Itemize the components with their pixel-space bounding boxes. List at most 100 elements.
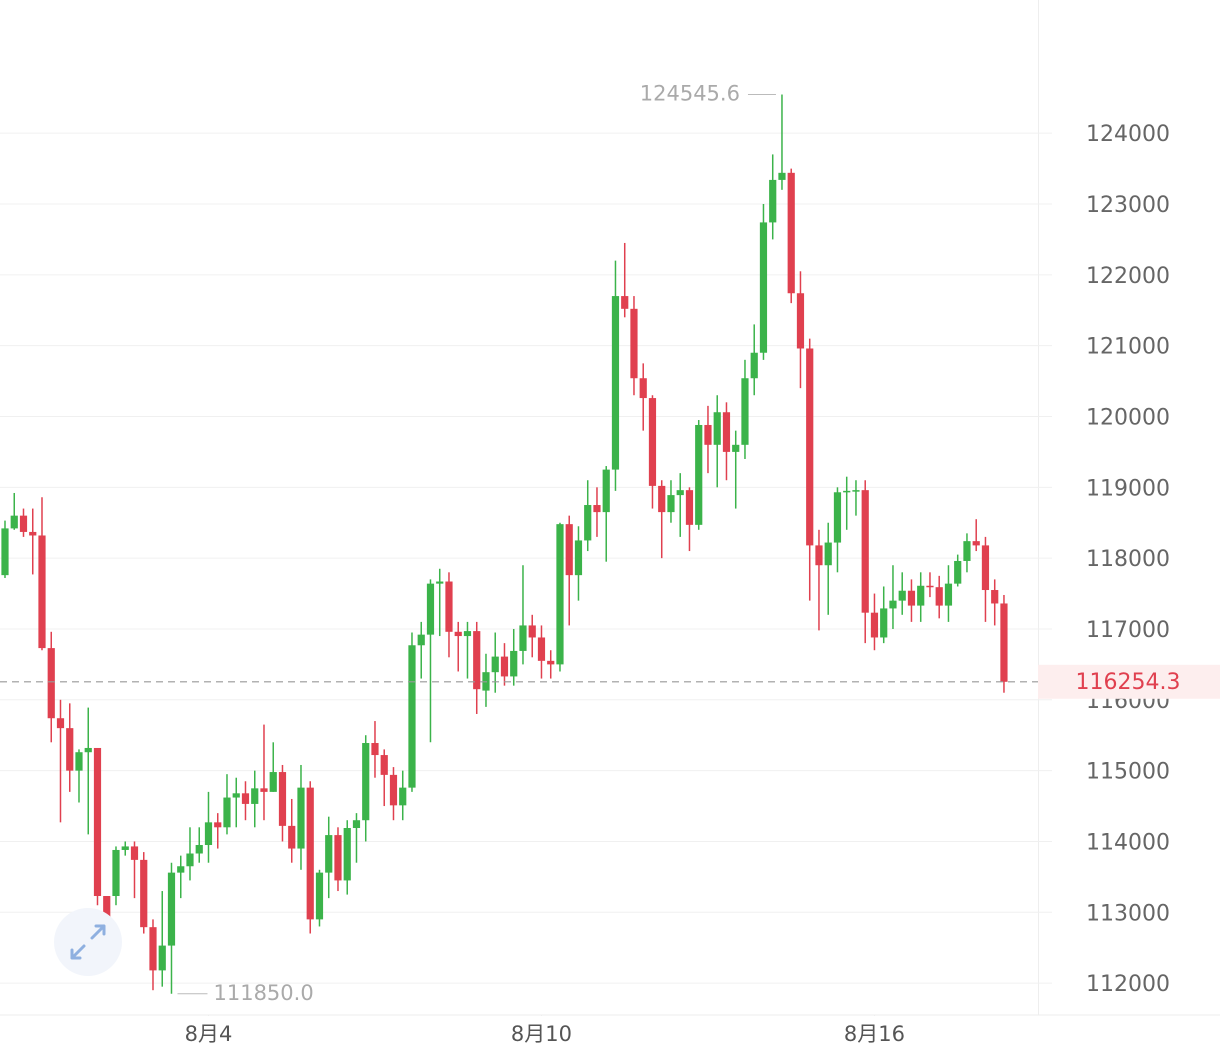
candle-body (824, 542, 832, 566)
candle-body (602, 469, 610, 513)
last-price-box (1038, 664, 1220, 699)
candle-body (408, 645, 416, 788)
candle-body (722, 412, 731, 452)
y-tick-label: 122000 (1086, 264, 1170, 289)
y-tick-label: 120000 (1086, 405, 1170, 430)
candle-body (833, 492, 842, 543)
candle-body (371, 743, 379, 756)
grid: 1120001130001140001150001160001170001180… (0, 122, 1170, 1046)
candle-body (519, 625, 527, 651)
candle-body (750, 352, 758, 379)
candle-body (436, 581, 444, 584)
candle-body (796, 293, 805, 349)
candle-body (732, 444, 740, 452)
candle-body (935, 587, 943, 606)
candle-body (380, 755, 388, 775)
candle-body (861, 490, 869, 613)
candle-body (241, 793, 250, 804)
candle-body (130, 846, 139, 860)
min-label: 111850.0 (213, 981, 313, 1005)
candle-body (93, 747, 102, 897)
candle-body (815, 545, 823, 566)
y-tick-label: 117000 (1086, 618, 1170, 643)
candle-body (417, 634, 425, 646)
max-label: 124545.6 (640, 82, 740, 106)
candle-body (611, 296, 620, 470)
candle-body (926, 585, 934, 588)
candle-body (787, 172, 795, 294)
candle-body (66, 728, 74, 771)
candle-body (556, 524, 564, 665)
candle-body (954, 560, 962, 584)
candle-body (343, 828, 351, 881)
candle-body (870, 612, 879, 638)
candle-body (399, 787, 407, 806)
candle-body (759, 222, 768, 353)
candle-body (204, 822, 213, 846)
candle-body (685, 490, 694, 525)
candle-body (463, 631, 472, 637)
candle-body (537, 637, 546, 661)
candle-body (426, 583, 435, 635)
candle-body (186, 853, 194, 867)
candle-body (843, 490, 851, 493)
candle-body (149, 927, 157, 971)
candle-body (981, 545, 990, 591)
candle-body (648, 398, 657, 486)
candle-body (195, 845, 203, 854)
x-tick-label: 8月16 (844, 1022, 905, 1046)
candle-body (325, 835, 333, 873)
candle-body (19, 515, 28, 532)
expand-button[interactable] (54, 908, 122, 976)
candle-body (158, 945, 166, 971)
candle-body (315, 872, 324, 920)
candle-body (278, 772, 287, 826)
candle-body (880, 608, 888, 638)
candle-body (565, 524, 573, 576)
candle-body (898, 590, 906, 601)
candle-body (806, 348, 814, 546)
candle-body (500, 656, 509, 677)
candle-body (944, 583, 953, 606)
candle-body (667, 495, 675, 513)
candle-body (695, 424, 703, 525)
candle-body (630, 308, 638, 379)
candle-body (528, 625, 536, 638)
candle-body (454, 631, 462, 637)
plot-edge (1038, 0, 1039, 1015)
y-tick-label: 118000 (1086, 547, 1170, 572)
candle-body (972, 541, 980, 546)
candle-body (352, 820, 361, 829)
candle-body (297, 787, 305, 849)
candle-body (778, 172, 786, 180)
candle-body (491, 656, 499, 673)
y-tick-label: 119000 (1086, 476, 1170, 501)
candle-body (473, 631, 481, 690)
candle-body (75, 752, 83, 771)
candle-body (769, 179, 777, 223)
candle-body (676, 490, 684, 496)
y-tick-label: 115000 (1086, 760, 1170, 785)
x-tick-label: 8月4 (185, 1022, 233, 1046)
candle-body (214, 822, 222, 828)
candle-body (510, 650, 518, 677)
candle-body (445, 581, 453, 632)
overlay: 124545.6 111850.0 116254.3 (0, 82, 1220, 1005)
y-tick-label: 121000 (1086, 335, 1170, 360)
candle-body (47, 648, 55, 719)
candle-body (362, 743, 370, 821)
candle-body (389, 774, 398, 806)
candle-body (84, 747, 92, 753)
candle-body (269, 772, 277, 792)
candle-body (852, 490, 860, 492)
candle-body (917, 585, 925, 606)
candle-body (621, 296, 629, 309)
y-tick-label: 112000 (1086, 972, 1170, 997)
candle-body (574, 540, 583, 576)
candle-body (1, 528, 9, 576)
candle-body (907, 590, 916, 606)
candle-body (56, 718, 65, 729)
x-tick-label: 8月10 (511, 1022, 572, 1046)
candle-body (741, 378, 749, 445)
